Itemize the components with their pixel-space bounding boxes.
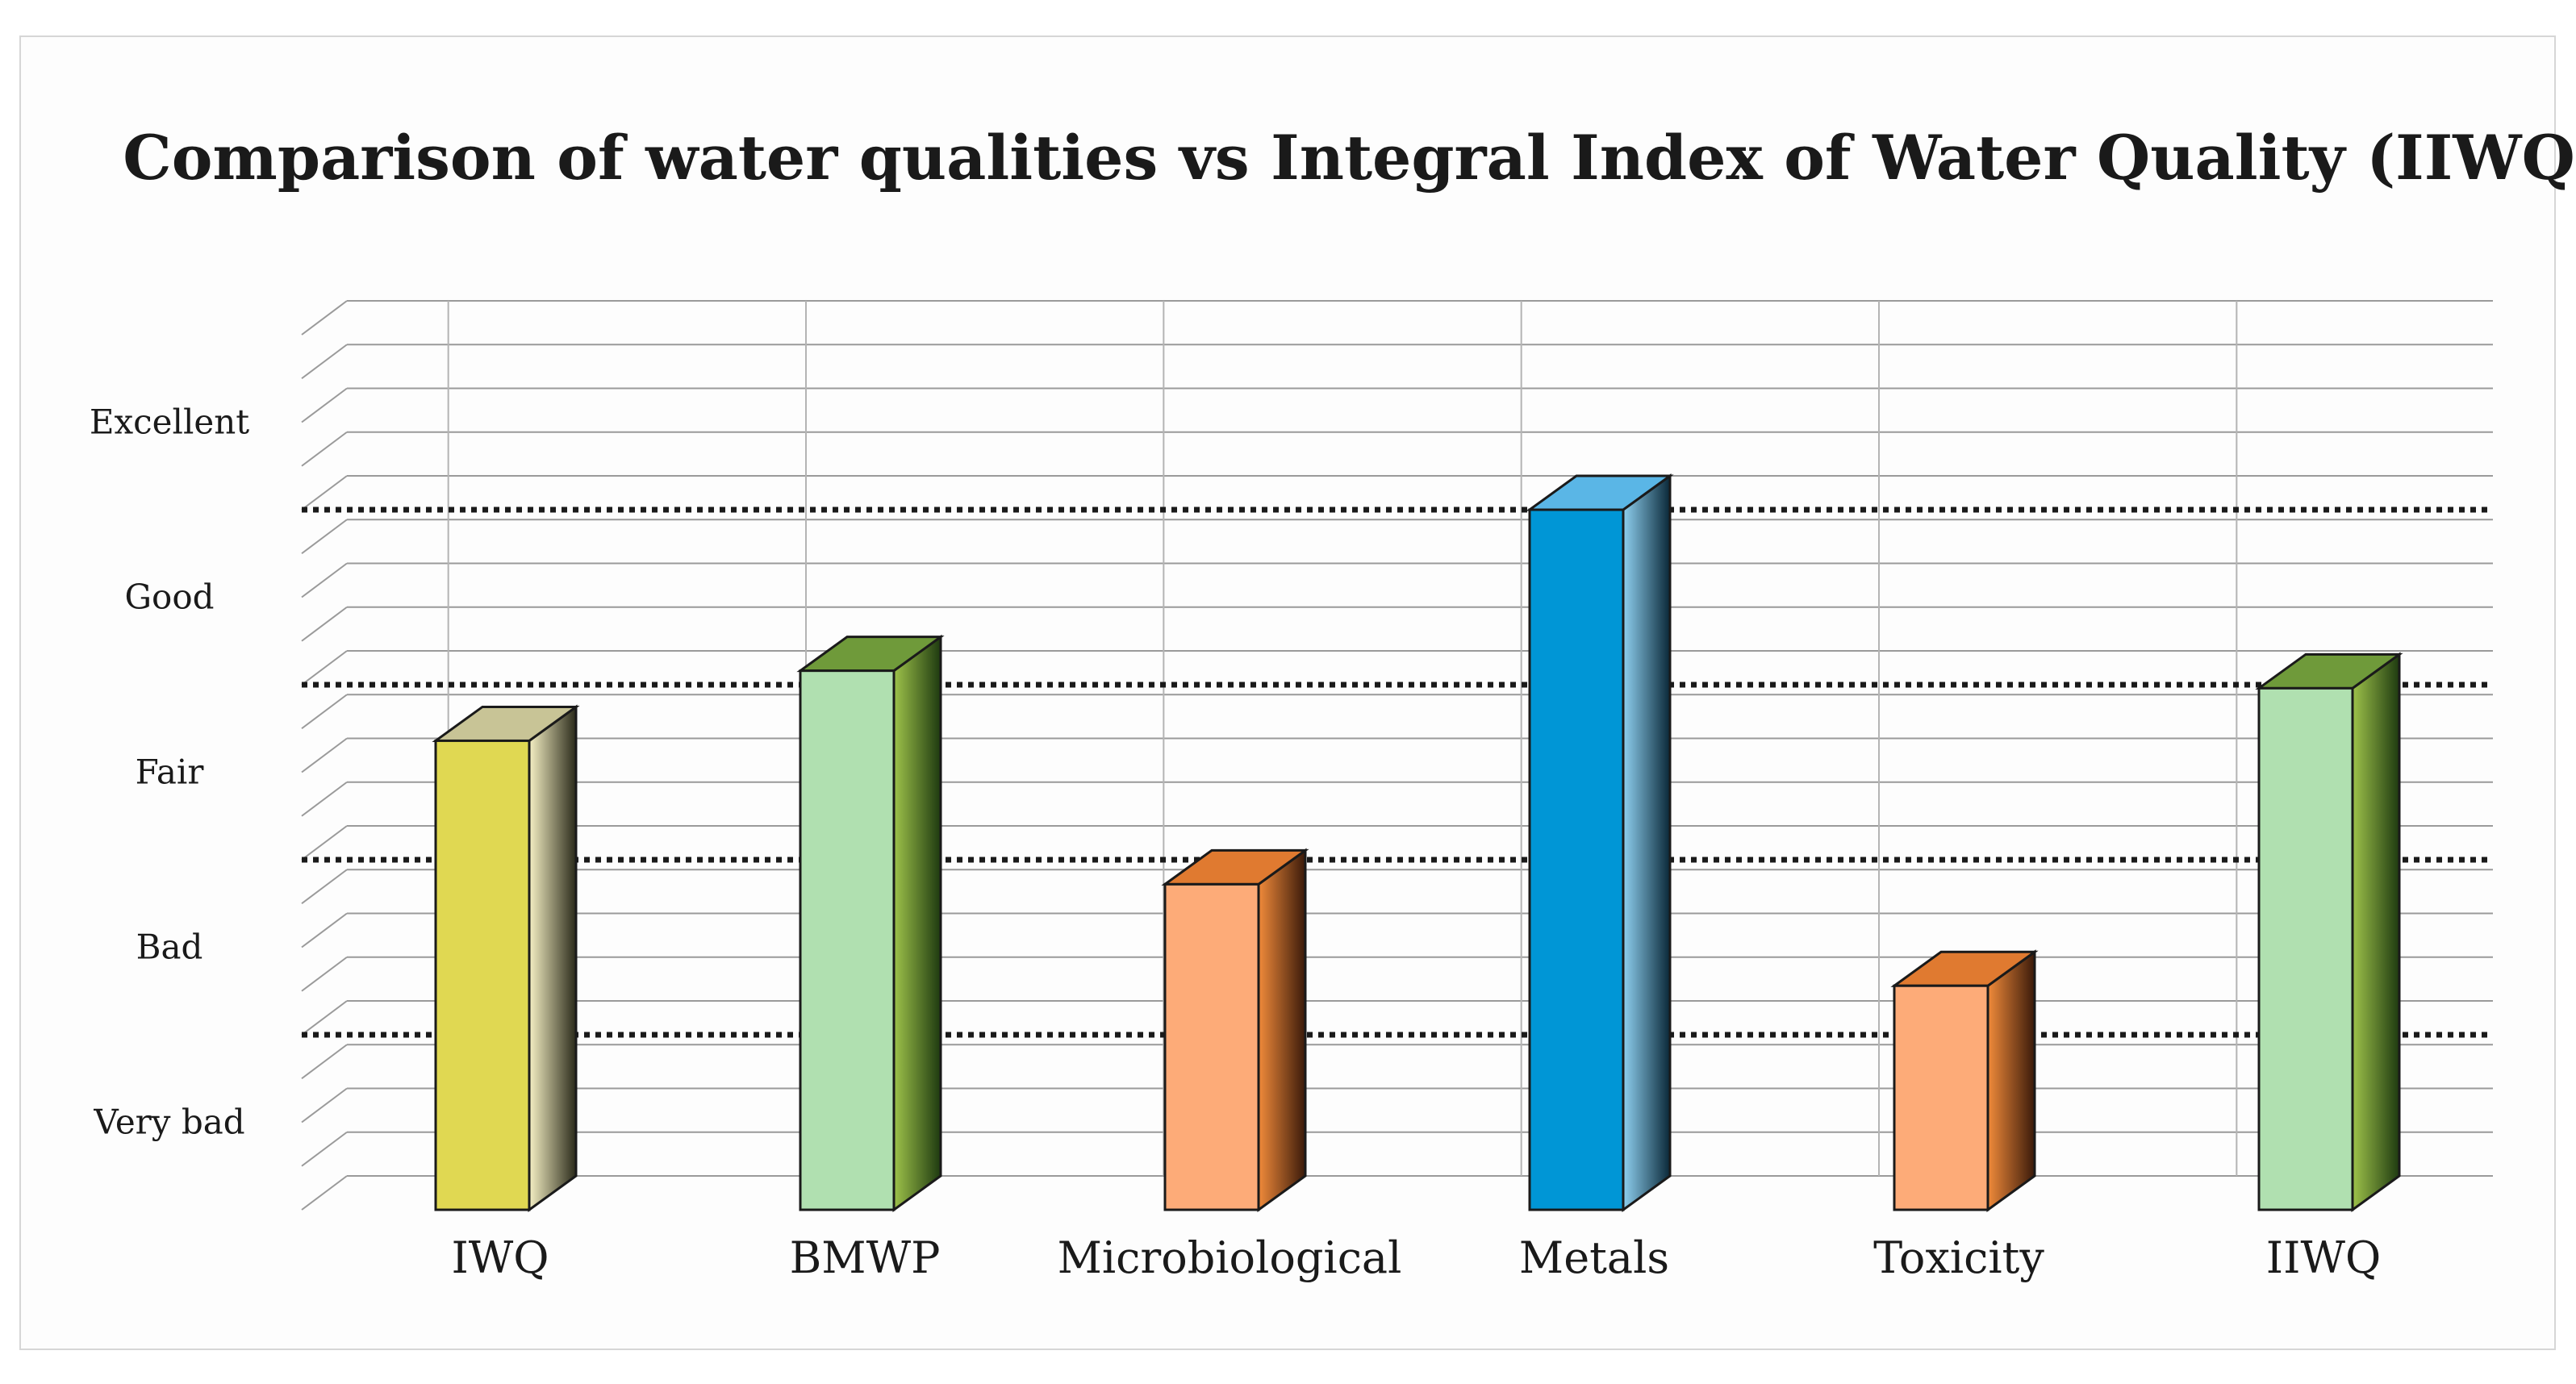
gridline-side bbox=[301, 650, 348, 686]
band-label: Very bad bbox=[93, 1103, 244, 1142]
bar-side bbox=[1257, 848, 1307, 1212]
bar-metals bbox=[1526, 473, 1674, 1212]
bar-iwq bbox=[432, 704, 580, 1212]
bar-front bbox=[1163, 882, 1260, 1211]
gridline-side bbox=[301, 431, 348, 467]
chart-title: Comparison of water qualities vs Integra… bbox=[123, 122, 2576, 194]
band-label: Bad bbox=[136, 928, 203, 967]
bar-side bbox=[1622, 473, 1672, 1212]
bar-side bbox=[892, 634, 942, 1212]
gridline-side bbox=[301, 562, 348, 598]
gridline-side bbox=[301, 519, 348, 555]
x-axis-tick-labels: IWQ BMWP Microbiological Metals Toxicity IIWQ bbox=[451, 1232, 2381, 1283]
bar-front bbox=[799, 669, 896, 1211]
x-tick-label: Toxicity bbox=[1873, 1232, 2044, 1283]
bar-side bbox=[2351, 652, 2401, 1212]
bars bbox=[432, 473, 2403, 1212]
x-tick-label: IWQ bbox=[451, 1232, 549, 1283]
gridline-side bbox=[301, 1000, 348, 1036]
gridline-side bbox=[301, 1175, 348, 1211]
x-tick-label: IIWQ bbox=[2266, 1232, 2381, 1283]
x-tick-label: BMWP bbox=[790, 1232, 941, 1283]
bar-bmwp bbox=[796, 634, 945, 1212]
gridline-side bbox=[301, 956, 348, 992]
gridline-side bbox=[301, 1044, 348, 1080]
band-label: Excellent bbox=[90, 402, 249, 442]
gridline-side bbox=[301, 869, 348, 905]
gridline-side bbox=[301, 1087, 348, 1123]
gridline-side bbox=[301, 475, 348, 511]
x-tick-label: Microbiological bbox=[1058, 1232, 1402, 1283]
bar-front bbox=[2257, 686, 2354, 1211]
bar-front bbox=[434, 739, 531, 1211]
bar-toxicity bbox=[1890, 949, 2039, 1212]
gridline-side bbox=[301, 781, 348, 817]
gridline-side bbox=[301, 912, 348, 948]
x-tick-label: Metals bbox=[1519, 1232, 1669, 1283]
gridline-side bbox=[301, 1131, 348, 1167]
quality-band-labels: Very bad Bad Fair Good Excellent bbox=[90, 402, 249, 1142]
band-threshold-lines bbox=[302, 506, 2493, 1038]
band-label: Good bbox=[124, 577, 214, 617]
band-label: Fair bbox=[136, 752, 205, 792]
gridline-side bbox=[301, 606, 348, 642]
bar-iiwq bbox=[2255, 652, 2403, 1212]
bar-front bbox=[1893, 984, 1989, 1211]
grid bbox=[301, 300, 2493, 1211]
gridline-side bbox=[301, 825, 348, 861]
gridline-side bbox=[301, 694, 348, 730]
bar-front bbox=[1528, 508, 1625, 1211]
gridline-side bbox=[301, 737, 348, 773]
bar-side bbox=[528, 704, 578, 1212]
bar-side bbox=[1986, 949, 2036, 1212]
gridline-side bbox=[301, 300, 348, 336]
bar-microbiological bbox=[1161, 848, 1309, 1212]
gridline-side bbox=[301, 344, 348, 380]
gridline-side bbox=[301, 387, 348, 423]
